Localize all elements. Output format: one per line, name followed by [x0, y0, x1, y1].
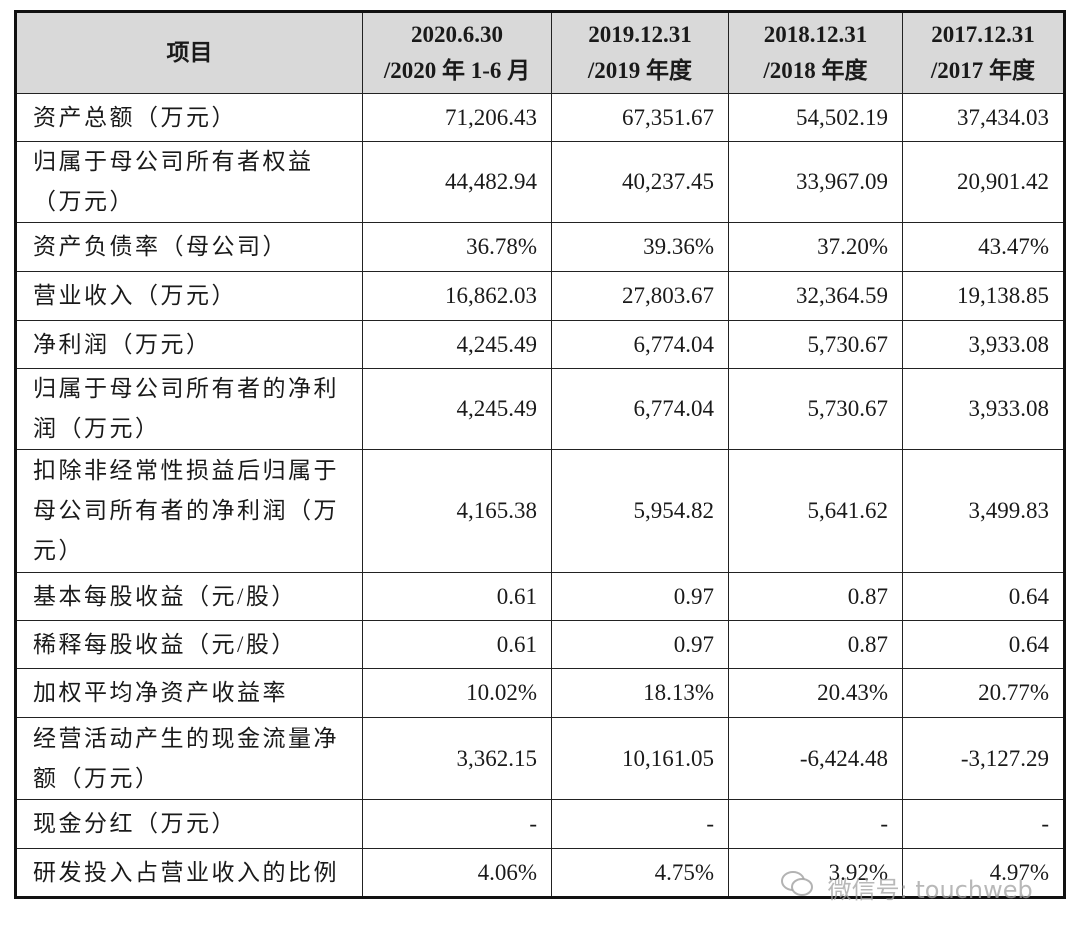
- header-period-2018: 2018.12.31/2018 年度: [728, 11, 903, 94]
- table-row: 研发投入占营业收入的比例 4.06% 4.75% 3.92% 4.97%: [15, 848, 1065, 898]
- watermark-text: 微信号: touchweb: [827, 876, 1033, 904]
- cell-value: 5,641.62: [728, 449, 903, 573]
- header-row: 项目 2020.6.30/2020 年 1-6 月 2019.12.31/201…: [15, 11, 1065, 94]
- row-label: 营业收入（万元）: [15, 271, 363, 321]
- cell-value: 0.87: [728, 572, 903, 621]
- row-label: 净利润（万元）: [15, 320, 363, 369]
- row-label: 加权平均净资产收益率: [15, 668, 363, 718]
- cell-value: 0.64: [902, 572, 1065, 621]
- cell-value: 0.87: [728, 620, 903, 669]
- cell-value: 3,933.08: [902, 320, 1065, 369]
- cell-value: 27,803.67: [551, 271, 729, 321]
- cell-value: 19,138.85: [902, 271, 1065, 321]
- row-label: 经营活动产生的现金流量净额（万元）: [15, 717, 363, 800]
- cell-value: 37,434.03: [902, 93, 1065, 142]
- cell-value: 3,362.15: [362, 717, 552, 800]
- cell-value: 3,499.83: [902, 449, 1065, 573]
- row-label: 稀释每股收益（元/股）: [15, 620, 363, 669]
- row-label: 归属于母公司所有者的净利润（万元）: [15, 368, 363, 450]
- row-label: 扣除非经常性损益后归属于母公司所有者的净利润（万元）: [15, 449, 363, 573]
- header-item: 项目: [15, 11, 363, 94]
- cell-value: 16,862.03: [362, 271, 552, 321]
- cell-value: 5,730.67: [728, 368, 903, 450]
- cell-value: 5,730.67: [728, 320, 903, 369]
- cell-value: 10.02%: [362, 668, 552, 718]
- cell-value: 37.20%: [728, 222, 903, 272]
- table-row: 资产负债率（母公司） 36.78% 39.36% 37.20% 43.47%: [15, 222, 1065, 272]
- cell-value: 33,967.09: [728, 141, 903, 223]
- table-row: 稀释每股收益（元/股） 0.61 0.97 0.87 0.64: [15, 620, 1065, 669]
- table-row: 加权平均净资产收益率 10.02% 18.13% 20.43% 20.77%: [15, 668, 1065, 718]
- cell-value: 71,206.43: [362, 93, 552, 142]
- cell-value: 4,245.49: [362, 320, 552, 369]
- cell-value: 20.43%: [728, 668, 903, 718]
- table-row: 现金分红（万元） - - - -: [15, 799, 1065, 849]
- cell-value: 6,774.04: [551, 320, 729, 369]
- cell-value: 4,245.49: [362, 368, 552, 450]
- cell-value: 18.13%: [551, 668, 729, 718]
- cell-value: 20,901.42: [902, 141, 1065, 223]
- cell-value: 4.06%: [362, 848, 552, 898]
- cell-value: 5,954.82: [551, 449, 729, 573]
- header-period-2017: 2017.12.31/2017 年度: [902, 11, 1065, 94]
- header-period-2019: 2019.12.31/2019 年度: [551, 11, 729, 94]
- cell-value: -: [902, 799, 1065, 849]
- row-label: 资产总额（万元）: [15, 93, 363, 142]
- cell-value: -: [551, 799, 729, 849]
- cell-value: 44,482.94: [362, 141, 552, 223]
- cell-value: 0.61: [362, 620, 552, 669]
- cell-value: 0.61: [362, 572, 552, 621]
- row-label: 归属于母公司所有者权益（万元）: [15, 141, 363, 223]
- cell-value: 4.97%: [902, 848, 1065, 898]
- cell-value: 0.97: [551, 620, 729, 669]
- cell-value: 6,774.04: [551, 368, 729, 450]
- cell-value: 67,351.67: [551, 93, 729, 142]
- table-row: 营业收入（万元） 16,862.03 27,803.67 32,364.59 1…: [15, 271, 1065, 321]
- row-label: 资产负债率（母公司）: [15, 222, 363, 272]
- cell-value: 3,933.08: [902, 368, 1065, 450]
- cell-value: -3,127.29: [902, 717, 1065, 800]
- cell-value: -6,424.48: [728, 717, 903, 800]
- cell-value: -: [728, 799, 903, 849]
- cell-value: 0.64: [902, 620, 1065, 669]
- cell-value: 36.78%: [362, 222, 552, 272]
- table-row: 归属于母公司所有者的净利润（万元） 4,245.49 6,774.04 5,73…: [15, 368, 1065, 450]
- header-period-2020h1: 2020.6.30/2020 年 1-6 月: [362, 11, 552, 94]
- table-row: 归属于母公司所有者权益（万元） 44,482.94 40,237.45 33,9…: [15, 141, 1065, 223]
- cell-value: 4,165.38: [362, 449, 552, 573]
- table-row: 净利润（万元） 4,245.49 6,774.04 5,730.67 3,933…: [15, 320, 1065, 369]
- row-label: 研发投入占营业收入的比例: [15, 848, 363, 898]
- cell-value: 3.92%: [728, 848, 903, 898]
- wechat-icon: [780, 870, 814, 904]
- financial-summary-table: 项目 2020.6.30/2020 年 1-6 月 2019.12.31/201…: [14, 10, 1066, 899]
- cell-value: 10,161.05: [551, 717, 729, 800]
- table-row: 扣除非经常性损益后归属于母公司所有者的净利润（万元） 4,165.38 5,95…: [15, 449, 1065, 573]
- watermark: 微信号: touchweb: [780, 870, 1033, 905]
- cell-value: 54,502.19: [728, 93, 903, 142]
- cell-value: 4.75%: [551, 848, 729, 898]
- cell-value: 43.47%: [902, 222, 1065, 272]
- row-label: 基本每股收益（元/股）: [15, 572, 363, 621]
- cell-value: 39.36%: [551, 222, 729, 272]
- cell-value: 0.97: [551, 572, 729, 621]
- table-row: 经营活动产生的现金流量净额（万元） 3,362.15 10,161.05 -6,…: [15, 717, 1065, 800]
- table-row: 基本每股收益（元/股） 0.61 0.97 0.87 0.64: [15, 572, 1065, 621]
- cell-value: 40,237.45: [551, 141, 729, 223]
- row-label: 现金分红（万元）: [15, 799, 363, 849]
- cell-value: 32,364.59: [728, 271, 903, 321]
- cell-value: 20.77%: [902, 668, 1065, 718]
- table-row: 资产总额（万元） 71,206.43 67,351.67 54,502.19 3…: [15, 93, 1065, 142]
- cell-value: -: [362, 799, 552, 849]
